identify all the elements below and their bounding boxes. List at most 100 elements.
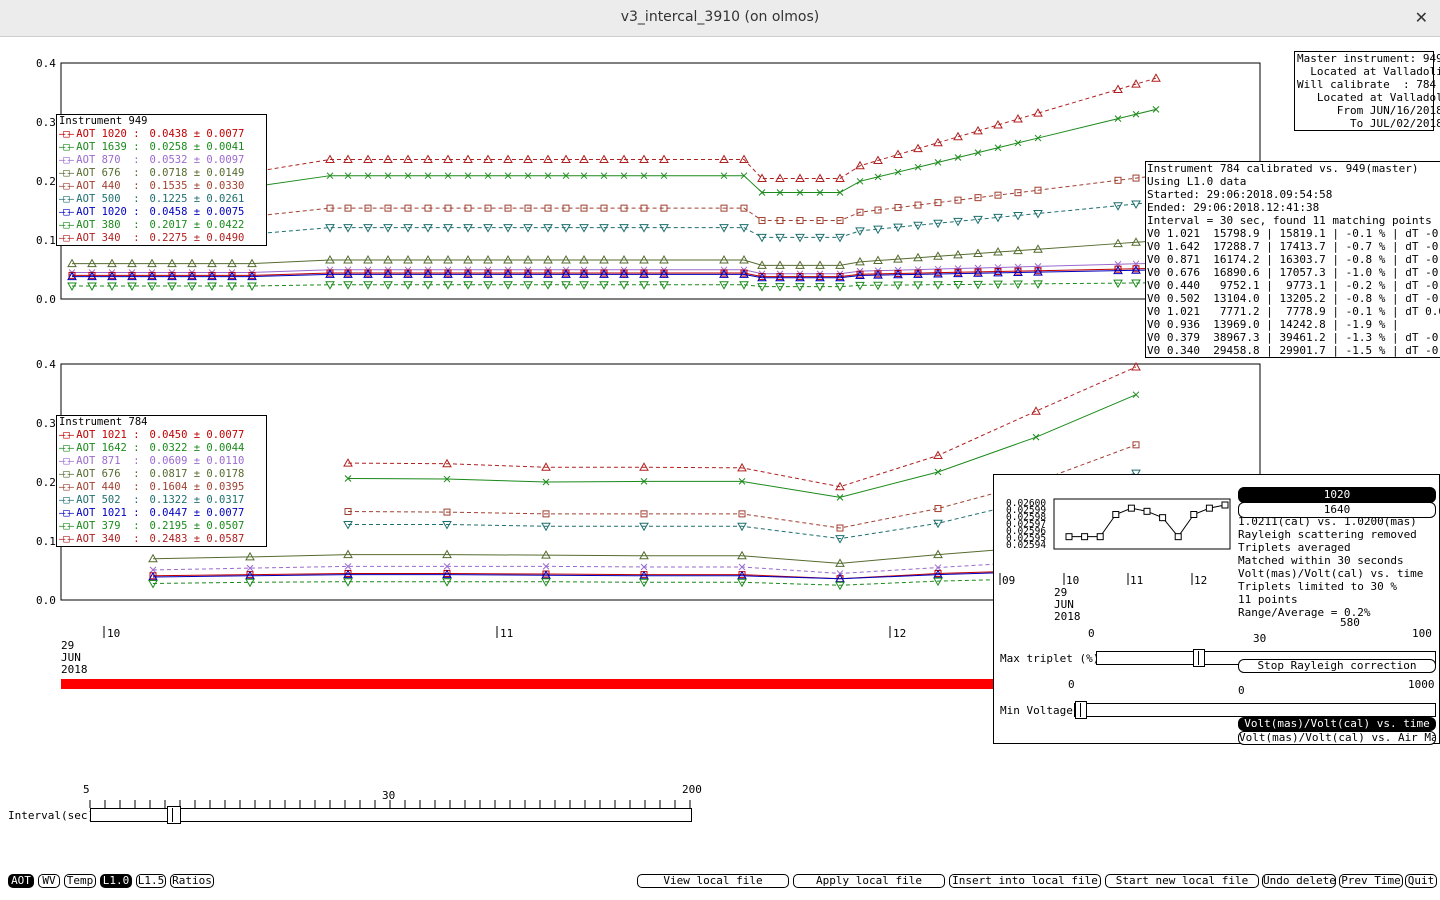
series-point: [523, 269, 533, 278]
legend-row: —□— AOT 1020 : 0.0438 ± 0.0077: [59, 128, 264, 141]
legend-value: 0.0817 ± 0.0178: [149, 468, 245, 480]
info-line: V0 1.021 7771.2 | 7778.9 | -0.1 % | dT 0…: [1147, 305, 1440, 318]
legend-label: AOT 340 :: [76, 232, 140, 244]
series-line: [72, 240, 1157, 266]
series-point: [227, 258, 237, 268]
series-point: [463, 224, 473, 233]
series-point: [775, 260, 785, 269]
series-point: [933, 450, 943, 459]
series-point: [384, 204, 392, 212]
series-point: [795, 260, 805, 269]
info-line: Located at Valladolid: [1297, 65, 1440, 78]
series-point: [719, 154, 729, 163]
series-marker-icon: —□—: [59, 180, 77, 192]
ratio-x-tick-label: 09: [1002, 574, 1015, 587]
legend-label: AOT 871 :: [76, 455, 140, 467]
series-point: [247, 258, 257, 268]
series-point: [148, 579, 158, 589]
mode-airmass-button[interactable]: Volt(mas)/Volt(cal) vs. Air Mass: [1238, 731, 1436, 745]
series-point: [1033, 267, 1043, 276]
min-voltage-thumb[interactable]: [1075, 701, 1087, 719]
series-point: [737, 522, 747, 532]
info-line: 1.0211(cal) vs. 1.0200(mas): [1238, 515, 1417, 528]
info-line: V0 0.340 29458.8 | 29901.7 | -1.5 % | dT…: [1147, 344, 1440, 357]
series-point: [1131, 237, 1141, 246]
series-point: [738, 563, 746, 571]
series-point: [523, 224, 533, 233]
toggle-temp[interactable]: Temp: [64, 874, 96, 888]
view-local-file-button[interactable]: View local file: [637, 874, 789, 888]
series-point: [1151, 73, 1161, 82]
prev-time-button[interactable]: Prev Time: [1339, 874, 1403, 888]
close-icon[interactable]: ✕: [1414, 8, 1428, 27]
min-voltage-slider[interactable]: [1074, 701, 1436, 719]
toggle-l15[interactable]: L1.5: [136, 874, 166, 888]
series-point: [1131, 469, 1141, 479]
series-point: [933, 268, 943, 278]
series-point: [561, 269, 571, 278]
series-point: [207, 282, 217, 292]
series-point: [816, 217, 824, 225]
wavelength-other-button[interactable]: 1640: [1238, 502, 1436, 518]
series-point: [873, 270, 883, 279]
x-tick-label: 12: [893, 627, 906, 640]
series-point: [973, 125, 983, 135]
series-point: [974, 194, 982, 202]
wavelength-selected-button[interactable]: 1020: [1238, 487, 1436, 503]
series-point: [1033, 244, 1043, 253]
series-point: [1014, 139, 1022, 147]
series-point: [579, 281, 589, 290]
series-point: [443, 269, 453, 278]
max-triplet-thumb[interactable]: [1193, 649, 1205, 667]
interval-thumb[interactable]: [167, 806, 181, 824]
series-point: [619, 269, 629, 278]
series-point: [107, 271, 117, 281]
series-point: [247, 282, 257, 292]
legend-value: 0.0458 ± 0.0075: [149, 206, 245, 218]
mode-time-button[interactable]: Volt(mas)/Volt(cal) vs. time: [1238, 717, 1436, 731]
series-point: [719, 281, 729, 290]
apply-local-file-button[interactable]: Apply local file: [793, 874, 945, 888]
ratio-x-tick-label: 11: [1130, 574, 1143, 587]
ratio-point: [1096, 533, 1104, 541]
insert-into-local-file-button[interactable]: Insert into local file: [949, 874, 1101, 888]
series-point: [660, 204, 668, 212]
series-point: [364, 204, 372, 212]
series-point: [835, 535, 845, 544]
toggle-wv[interactable]: WV: [38, 874, 60, 888]
toggle-aot[interactable]: AOT: [8, 874, 34, 888]
series-line: [152, 571, 1037, 580]
start-new-local-file-button[interactable]: Start new local file: [1105, 874, 1259, 888]
series-point: [757, 283, 767, 292]
series-point: [1152, 106, 1160, 113]
rayleigh-correction-button[interactable]: Stop Rayleigh correction: [1238, 659, 1436, 673]
legend-title: Instrument 949: [59, 115, 148, 127]
series-point: [541, 578, 551, 587]
interval-slider[interactable]: [90, 806, 692, 824]
series-point: [740, 172, 748, 180]
undo-delete-button[interactable]: Undo delete: [1262, 874, 1336, 888]
date-range-bar[interactable]: [61, 679, 996, 689]
series-point: [775, 173, 785, 182]
series-point: [544, 204, 552, 212]
ratio-x-tick-label: 12: [1194, 574, 1207, 587]
legend-value: 0.1604 ± 0.0395: [149, 481, 245, 493]
legend-label: AOT 1021 :: [76, 429, 140, 441]
info-line: 11 points: [1238, 593, 1298, 606]
series-point: [933, 281, 943, 290]
toggle-ratios[interactable]: Ratios: [170, 874, 214, 888]
series-point: [187, 282, 197, 292]
toggle-l10[interactable]: L1.0: [100, 874, 132, 888]
series-point: [1034, 263, 1042, 270]
series-point: [1132, 174, 1140, 182]
series-point: [640, 204, 648, 212]
legend-value: 0.2195 ± 0.0507: [149, 520, 245, 532]
series-point: [740, 204, 748, 212]
series-point: [873, 155, 883, 164]
series-point: [463, 281, 473, 290]
series-point: [344, 172, 352, 180]
series-point: [934, 158, 942, 166]
quit-button[interactable]: Quit: [1405, 874, 1437, 888]
series-point: [562, 172, 570, 180]
ratio-point: [1205, 504, 1213, 512]
